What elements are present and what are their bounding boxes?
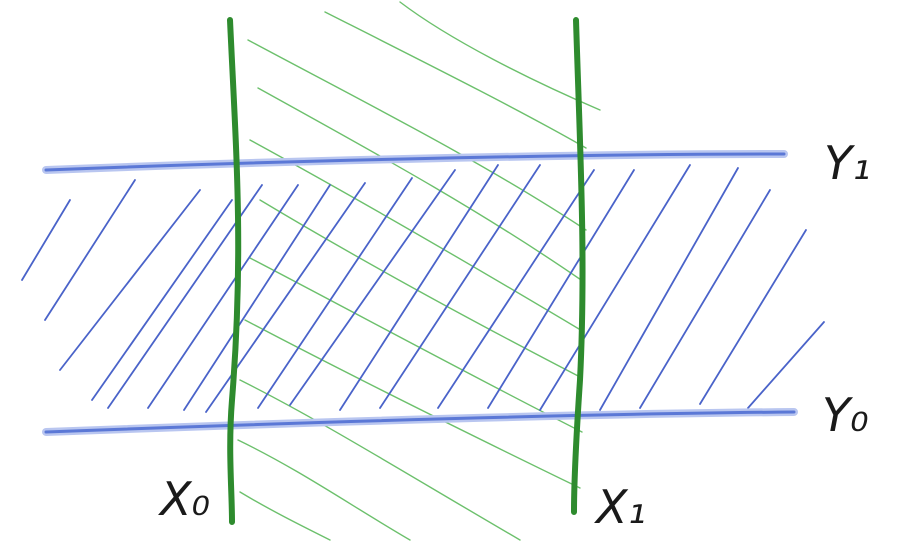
label-x0: X₀ [160,472,210,526]
label-x1: X₁ [596,480,646,534]
blue-hatch [21,164,825,413]
vertical-lines [227,17,586,525]
green-hatch [237,1,601,541]
horizontal-lines [42,150,798,436]
label-y1: Y₁ [824,136,871,190]
label-y0: Y₀ [822,388,869,442]
